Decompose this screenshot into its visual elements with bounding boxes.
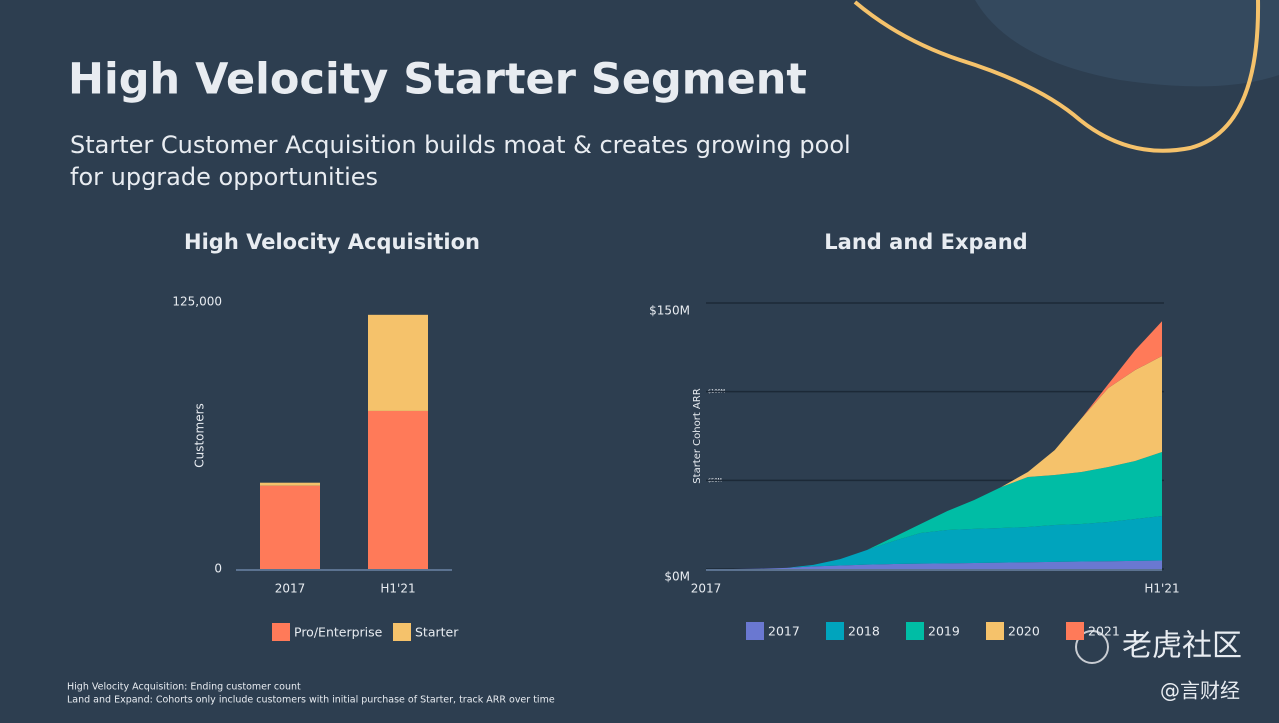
legend-swatch xyxy=(986,622,1004,640)
legend-swatch xyxy=(393,623,411,641)
bar-segment xyxy=(368,410,428,569)
legend-label: 2017 xyxy=(768,624,800,639)
subtitle-line: for upgrade opportunities xyxy=(70,163,378,191)
chart-title: Land and Expand xyxy=(824,230,1027,254)
watermark-icon xyxy=(1075,630,1109,664)
y-axis-label: Customers xyxy=(193,403,207,468)
legend-swatch xyxy=(746,622,764,640)
legend-label: 2021 xyxy=(1088,624,1120,639)
area xyxy=(706,451,1162,569)
area xyxy=(706,356,1162,569)
bar-segment xyxy=(260,485,320,569)
y-tick-label: $0M xyxy=(664,570,690,584)
legend-label: Starter xyxy=(415,625,459,640)
bar-segment xyxy=(368,314,428,411)
area xyxy=(706,560,1162,569)
legend-label: 2020 xyxy=(1008,624,1040,639)
x-tick-label: H1'21 xyxy=(380,582,415,596)
bar-segment xyxy=(260,482,320,486)
x-tick-label: H1'21 xyxy=(1144,582,1179,596)
x-tick-label: 2017 xyxy=(691,582,722,596)
area xyxy=(706,515,1162,569)
x-tick-label: 2017 xyxy=(275,582,306,596)
decor-curve xyxy=(853,0,1261,153)
y-axis-label: Starter Cohort ARR xyxy=(692,388,703,483)
legend-swatch xyxy=(272,623,290,641)
legend-swatch xyxy=(826,622,844,640)
legend-label: 2019 xyxy=(928,624,960,639)
chart-title: High Velocity Acquisition xyxy=(184,230,480,254)
legend-label: Pro/Enterprise xyxy=(294,625,383,640)
legend-swatch xyxy=(906,622,924,640)
y-tick-label: $150M xyxy=(649,304,690,318)
subtitle-line: Starter Customer Acquisition builds moat… xyxy=(70,131,851,159)
decor-blob xyxy=(975,0,1279,87)
slide-title: High Velocity Starter Segment xyxy=(68,55,807,105)
source: @言财经 xyxy=(1160,679,1240,703)
footnote: High Velocity Acquisition: Ending custom… xyxy=(67,682,301,693)
footnote: Land and Expand: Cohorts only include cu… xyxy=(67,695,555,706)
y-tick-label: 0 xyxy=(214,562,222,576)
legend-label: 2018 xyxy=(848,624,880,639)
watermark: 老虎社区 xyxy=(1122,629,1242,664)
y-tick-label: 125,000 xyxy=(172,295,222,309)
legend-swatch xyxy=(1066,622,1084,640)
